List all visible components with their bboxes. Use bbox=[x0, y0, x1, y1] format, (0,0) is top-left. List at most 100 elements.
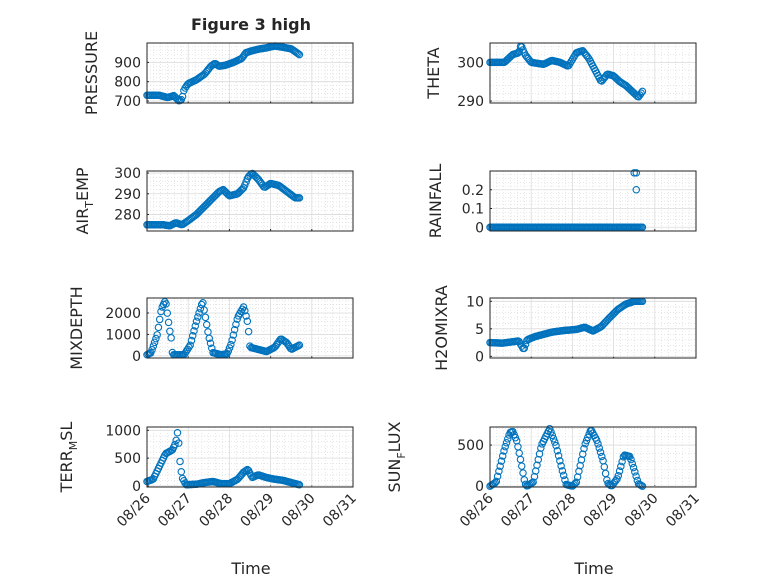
y-tick-label: 0 bbox=[475, 220, 484, 236]
data-point bbox=[164, 318, 173, 327]
data-point bbox=[294, 49, 302, 58]
data-point bbox=[177, 467, 186, 476]
data-points bbox=[143, 297, 304, 359]
data-points bbox=[486, 297, 647, 353]
data-point bbox=[171, 93, 179, 101]
y-ticks: 700 800 900 bbox=[114, 55, 141, 110]
y-tick-label: 290 bbox=[457, 94, 484, 110]
data-point bbox=[202, 200, 211, 208]
subplot-pressure: 700 800 900 PRESSURE bbox=[82, 31, 354, 115]
data-point bbox=[227, 340, 235, 349]
data-point bbox=[248, 169, 257, 178]
y-tick-label: 900 bbox=[114, 55, 141, 71]
data-point bbox=[617, 462, 625, 471]
data-point bbox=[497, 457, 506, 465]
data-point bbox=[169, 91, 178, 100]
data-point bbox=[632, 186, 641, 194]
data-point bbox=[220, 187, 229, 195]
data-point bbox=[225, 344, 234, 352]
y-axis-label: RAINFALL bbox=[426, 164, 445, 239]
subplot-sun-flux: 0 500 08/26 08/27 08/28 08/29 08/30 08/31 SUNF… bbox=[385, 421, 703, 578]
data-point bbox=[188, 331, 197, 340]
data-point bbox=[205, 197, 213, 206]
data-point bbox=[631, 468, 639, 476]
axes-box bbox=[489, 426, 697, 488]
data-point bbox=[492, 477, 501, 486]
data-point bbox=[199, 299, 207, 307]
data-point bbox=[598, 452, 606, 461]
data-point bbox=[195, 208, 203, 216]
data-point bbox=[229, 331, 238, 339]
y-tick-label: 800 bbox=[114, 75, 141, 91]
data-point bbox=[637, 89, 645, 97]
data-point bbox=[632, 472, 640, 480]
data-point bbox=[192, 210, 201, 219]
axes-box bbox=[489, 170, 697, 232]
data-point bbox=[554, 452, 563, 460]
data-point bbox=[201, 313, 210, 322]
data-point bbox=[596, 448, 605, 457]
data-point bbox=[200, 306, 208, 314]
y-axis-label: PRESSURE bbox=[82, 31, 101, 115]
data-point bbox=[529, 478, 537, 486]
data-point bbox=[224, 347, 233, 355]
data-point bbox=[210, 192, 219, 201]
x-tick-label: 08/28 bbox=[196, 491, 236, 531]
data-point bbox=[618, 457, 626, 466]
data-point bbox=[548, 431, 556, 440]
axes-box bbox=[489, 297, 697, 359]
data-point bbox=[638, 87, 647, 96]
data-point bbox=[558, 467, 567, 475]
y-tick-label: 1000 bbox=[105, 327, 141, 343]
data-point bbox=[167, 334, 175, 342]
data-point bbox=[241, 306, 249, 315]
data-point bbox=[537, 444, 545, 452]
data-point bbox=[162, 300, 170, 308]
data-point bbox=[232, 320, 240, 329]
y-tick-label: 0 bbox=[475, 349, 484, 365]
data-points bbox=[143, 169, 304, 230]
data-point bbox=[228, 336, 236, 345]
data-point bbox=[629, 463, 638, 472]
data-point bbox=[568, 482, 577, 490]
y-tick-label: 280 bbox=[114, 207, 141, 223]
data-point bbox=[580, 444, 588, 453]
data-point bbox=[239, 303, 248, 311]
y-tick-label: 10 bbox=[466, 294, 484, 310]
x-tick-label: 08/27 bbox=[498, 491, 538, 531]
data-point bbox=[182, 347, 191, 355]
data-point bbox=[502, 439, 511, 447]
y-ticks: 0 5 10 bbox=[466, 294, 484, 365]
data-point bbox=[496, 462, 504, 470]
data-point bbox=[545, 424, 554, 433]
data-point bbox=[281, 338, 290, 346]
x-tick-label: 08/30 bbox=[279, 491, 319, 531]
data-point bbox=[187, 336, 196, 345]
data-point bbox=[201, 201, 210, 210]
y-ticks: 0 500 bbox=[457, 438, 484, 495]
data-point bbox=[608, 311, 616, 320]
y-tick-label: 0.1 bbox=[462, 202, 484, 218]
data-point bbox=[295, 481, 304, 489]
data-point bbox=[518, 462, 526, 470]
axes-box bbox=[146, 42, 354, 104]
data-point bbox=[150, 338, 159, 347]
y-tick-label: 0 bbox=[475, 479, 484, 495]
figure-title: Figure 3 high bbox=[191, 15, 311, 34]
data-point bbox=[491, 479, 499, 487]
data-point bbox=[605, 314, 614, 322]
x-axis-label: Time bbox=[573, 559, 613, 578]
data-point bbox=[638, 482, 647, 490]
data-points bbox=[486, 169, 647, 232]
subplot-rainfall: 0 0.1 0.2 RAINFALL bbox=[426, 164, 697, 239]
data-point bbox=[251, 172, 259, 180]
data-point bbox=[173, 429, 182, 437]
data-point bbox=[249, 170, 258, 179]
data-point bbox=[181, 349, 189, 357]
data-point bbox=[152, 334, 160, 343]
data-point bbox=[219, 185, 227, 194]
data-point bbox=[191, 322, 200, 330]
data-point bbox=[493, 472, 502, 481]
data-point bbox=[206, 196, 215, 205]
